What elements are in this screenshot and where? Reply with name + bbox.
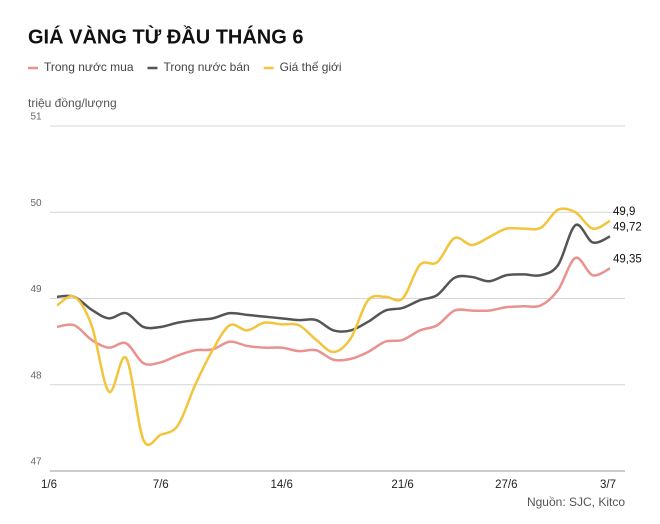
chart-title: GIÁ VÀNG TỪ ĐẦU THÁNG 6 bbox=[28, 24, 304, 48]
x-tick-label: 3/7 bbox=[600, 479, 616, 491]
y-tick-label: 47 bbox=[30, 457, 42, 468]
y-tick-label: 49 bbox=[30, 284, 42, 295]
y-tick-label: 50 bbox=[30, 198, 42, 209]
x-tick-label: 21/6 bbox=[391, 479, 413, 491]
legend-label: Trong nước mua bbox=[44, 60, 134, 74]
value-label: 49,9 bbox=[613, 206, 635, 218]
x-tick-label: 27/6 bbox=[495, 479, 517, 491]
y-tick-label: 48 bbox=[30, 370, 42, 381]
line bbox=[56, 207, 611, 447]
x-tick-label: 14/6 bbox=[270, 479, 292, 491]
source: Nguồn: SJC, Kitco bbox=[527, 495, 625, 509]
y-axis-label: triệu đồng/lượng bbox=[28, 96, 117, 110]
value-label: 49,35 bbox=[613, 253, 642, 265]
legend-label: Trong nước bán bbox=[164, 60, 250, 74]
line bbox=[56, 223, 611, 333]
y-tick-label: 51 bbox=[30, 112, 42, 123]
legend-label: Giá thế giới bbox=[280, 60, 342, 74]
value-label: 49,72 bbox=[613, 221, 642, 233]
line bbox=[56, 256, 611, 366]
x-tick-label: 1/6 bbox=[41, 479, 57, 491]
x-tick-label: 7/6 bbox=[153, 479, 169, 491]
